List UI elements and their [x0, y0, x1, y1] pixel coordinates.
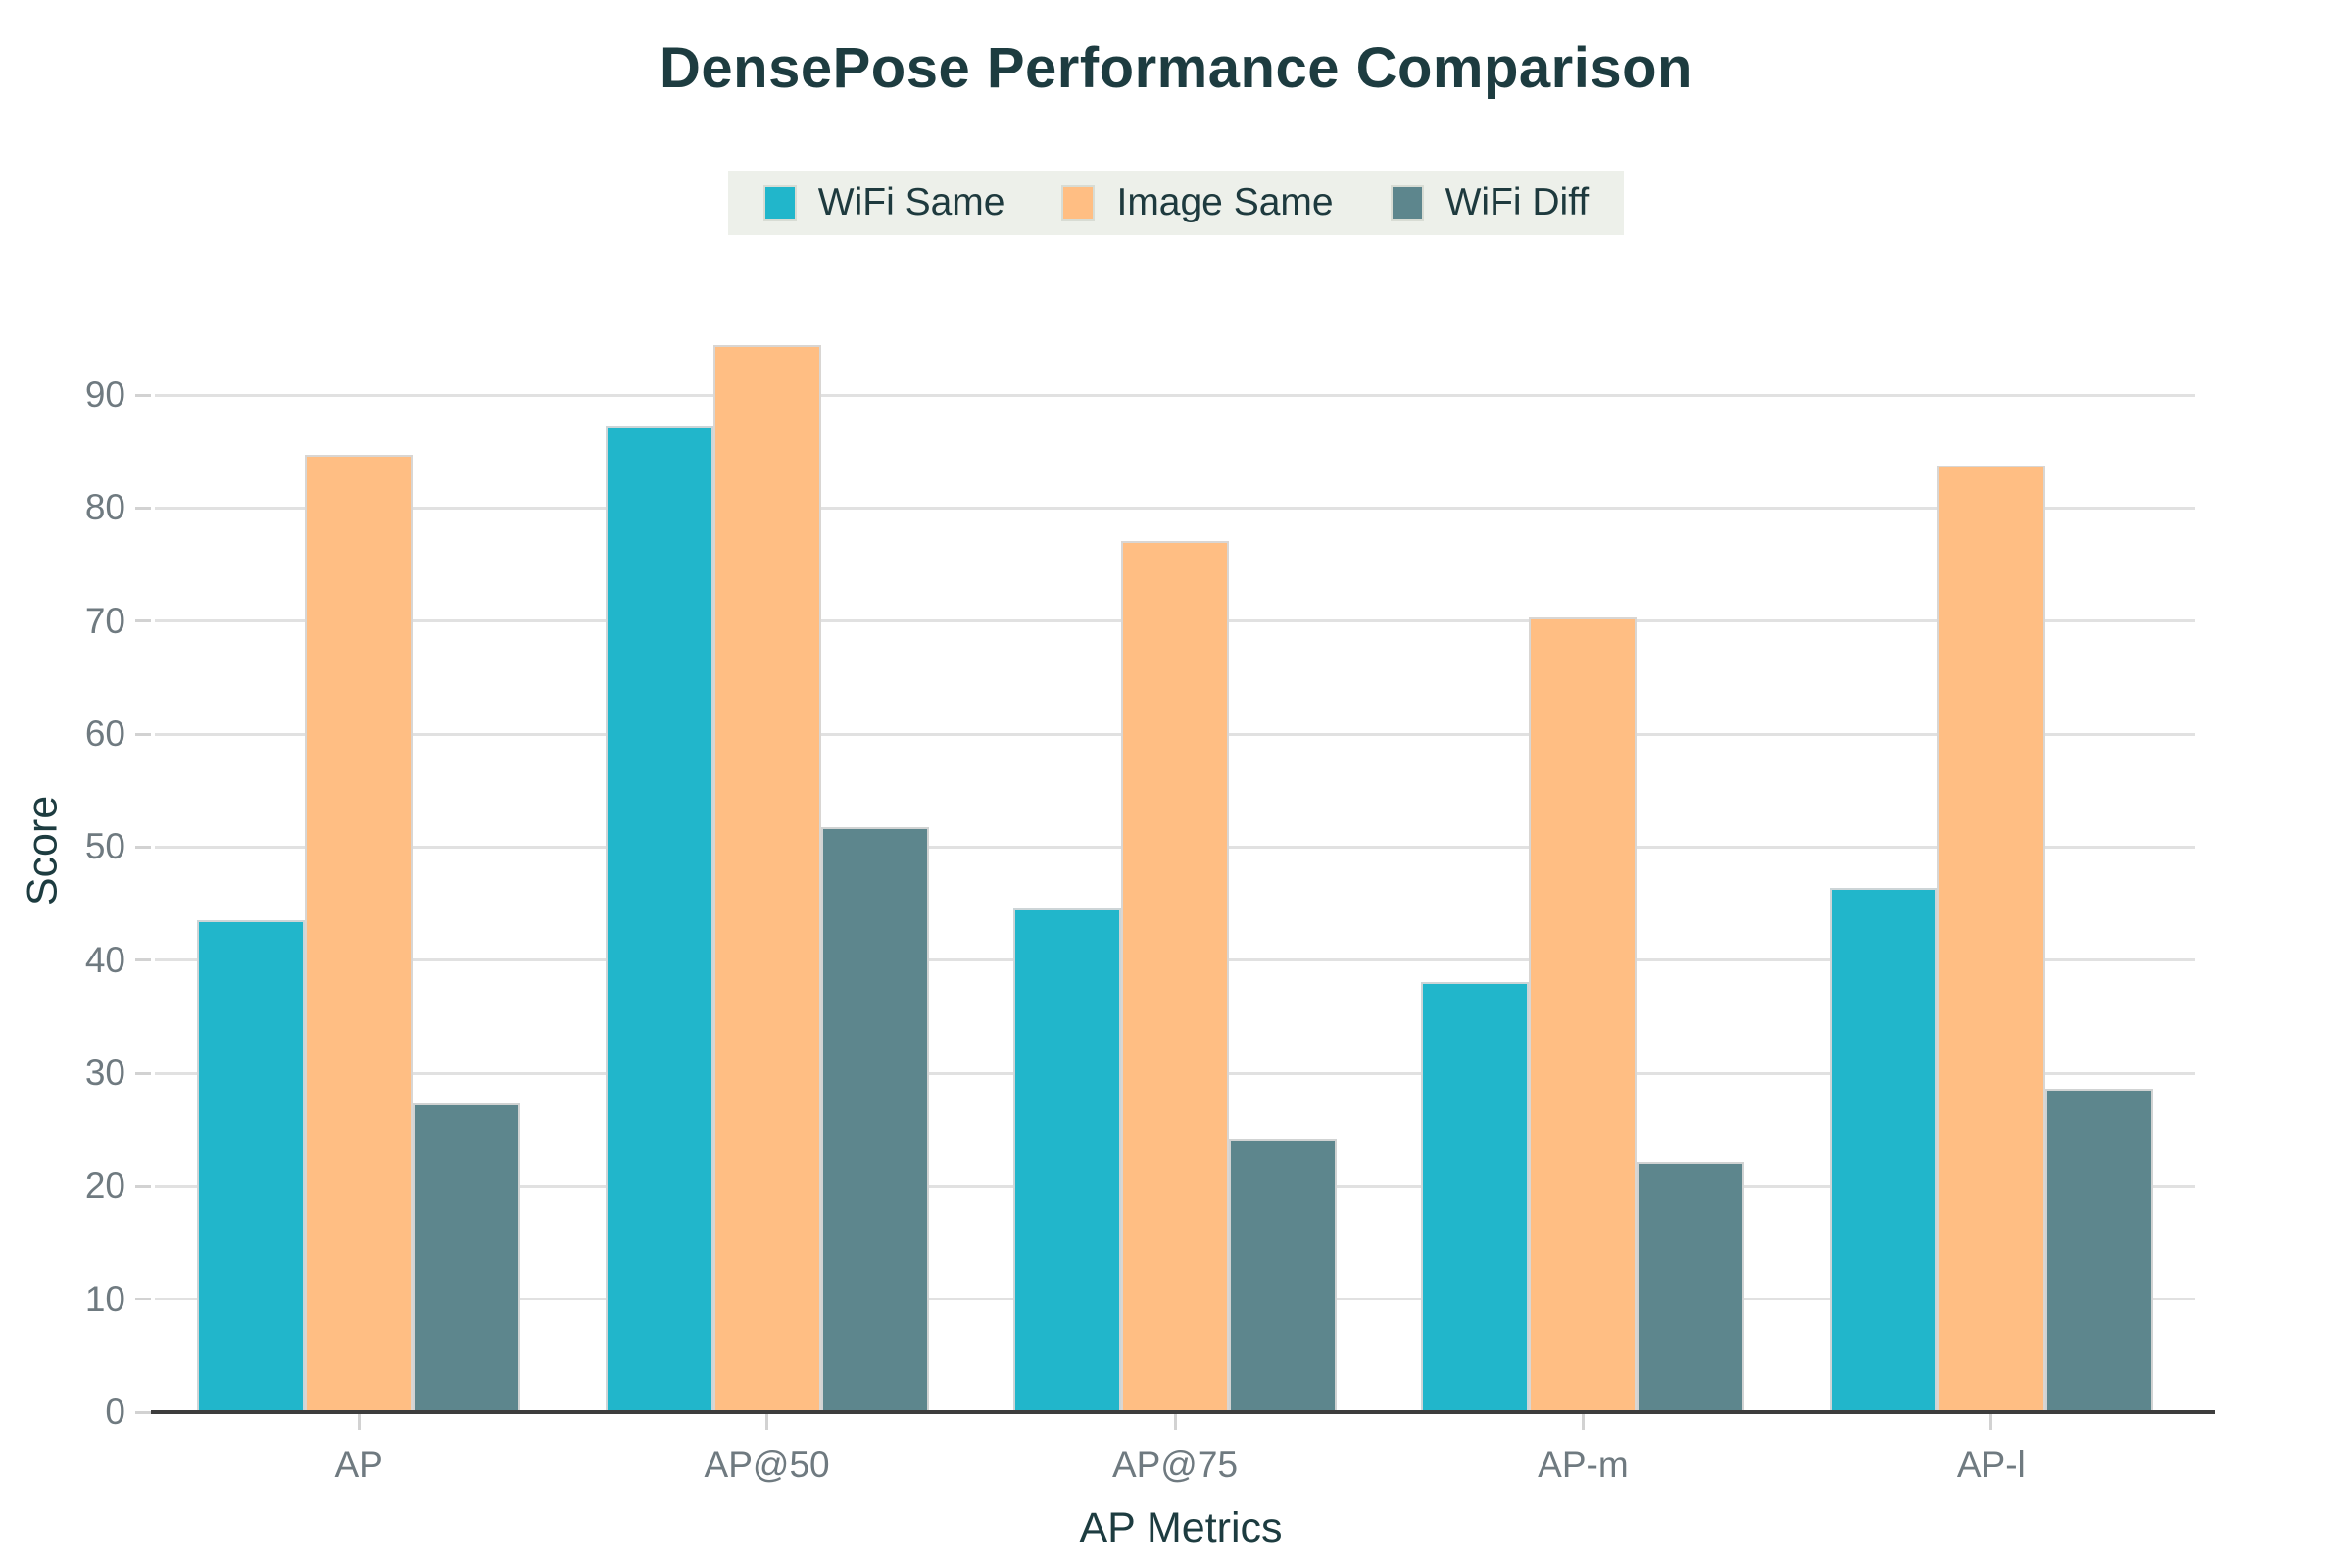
bar-image-same-ap@75 [1121, 540, 1229, 1412]
y-tick-mark-30 [135, 1071, 151, 1075]
bar-wifi-diff-ap-m [1637, 1162, 1745, 1412]
bar-wifi-same-ap-l [1829, 887, 1937, 1412]
gridline-y-80 [155, 506, 2195, 510]
legend-label: Image Same [1116, 181, 1334, 223]
chart-title: DensePose Performance Comparison [660, 36, 1692, 100]
bar-wifi-diff-ap@75 [1229, 1138, 1337, 1412]
y-tick-label-20: 20 [84, 1165, 125, 1206]
legend-label: WiFi Diff [1445, 181, 1590, 223]
y-tick-mark-90 [135, 393, 151, 397]
x-category-label-ap: AP [334, 1445, 383, 1485]
x-category-label-ap@75: AP@75 [1111, 1445, 1239, 1485]
y-tick-label-80: 80 [84, 487, 125, 528]
legend-swatch-icon [1390, 185, 1424, 220]
y-tick-label-60: 60 [84, 713, 125, 755]
legend-swatch-icon [762, 185, 797, 220]
y-tick-mark-60 [135, 732, 151, 736]
bar-wifi-same-ap-m [1421, 981, 1530, 1412]
legend-swatch-icon [1061, 185, 1096, 220]
bar-image-same-ap [305, 455, 414, 1412]
gridline-y-90 [155, 393, 2195, 397]
bar-image-same-ap@50 [712, 345, 821, 1412]
x-tick-mark-ap@50 [765, 1414, 769, 1430]
bar-wifi-diff-ap [413, 1103, 521, 1412]
y-tick-label-50: 50 [84, 826, 125, 867]
y-tick-mark-80 [135, 506, 151, 510]
y-axis-title: Score [19, 795, 67, 906]
y-tick-mark-0 [135, 1410, 151, 1414]
bar-image-same-ap-l [1936, 465, 2045, 1412]
x-axis-baseline [151, 1410, 2215, 1414]
legend: WiFi Same Image Same WiFi Diff [0, 171, 2352, 235]
bar-wifi-diff-ap@50 [820, 826, 929, 1412]
x-category-label-ap@50: AP@50 [704, 1445, 830, 1485]
legend-item-wifi-same: WiFi Same [762, 181, 1005, 224]
x-category-label-ap-l: AP-l [1956, 1445, 2026, 1485]
legend-item-image-same: Image Same [1061, 181, 1334, 224]
y-tick-label-0: 0 [105, 1392, 125, 1432]
legend-item-wifi-diff: WiFi Diff [1390, 181, 1590, 224]
legend-box: WiFi Same Image Same WiFi Diff [727, 171, 1625, 235]
x-axis-title: AP Metrics [1079, 1504, 1283, 1551]
bar-wifi-same-ap [197, 920, 306, 1412]
plot-area: 0 10 20 30 40 50 60 70 80 90 AP AP@50 AP@75 AP-m AP-l [85, 294, 2215, 1485]
y-tick-label-70: 70 [84, 600, 125, 641]
y-tick-mark-40 [135, 958, 151, 962]
y-tick-label-10: 10 [84, 1278, 125, 1319]
legend-label: WiFi Same [817, 181, 1005, 223]
x-tick-mark-ap [357, 1414, 361, 1430]
x-tick-mark-ap-m [1581, 1414, 1585, 1430]
bar-image-same-ap-m [1529, 617, 1638, 1412]
x-tick-mark-ap@75 [1173, 1414, 1177, 1430]
bar-wifi-diff-ap-l [2044, 1089, 2153, 1412]
y-tick-mark-70 [135, 619, 151, 623]
x-category-label-ap-m: AP-m [1538, 1445, 1629, 1485]
x-tick-mark-ap-l [1989, 1414, 1993, 1430]
y-tick-mark-10 [135, 1298, 151, 1301]
y-tick-label-90: 90 [84, 374, 125, 416]
bar-wifi-same-ap@75 [1013, 907, 1121, 1412]
y-tick-mark-20 [135, 1184, 151, 1188]
y-tick-mark-50 [135, 845, 151, 849]
y-tick-label-40: 40 [84, 939, 125, 980]
y-tick-label-30: 30 [84, 1053, 125, 1094]
bar-wifi-same-ap@50 [605, 426, 713, 1412]
